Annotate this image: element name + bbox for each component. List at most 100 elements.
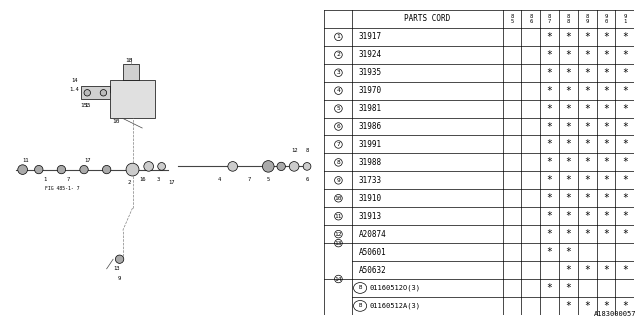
Text: *: * bbox=[547, 157, 552, 167]
Text: 14: 14 bbox=[71, 77, 77, 83]
Text: 1.4: 1.4 bbox=[70, 87, 79, 92]
Text: *: * bbox=[547, 68, 552, 78]
Text: *: * bbox=[584, 175, 590, 185]
Text: *: * bbox=[566, 157, 572, 167]
Text: *: * bbox=[603, 122, 609, 132]
Text: *: * bbox=[622, 265, 628, 275]
Text: *: * bbox=[603, 32, 609, 42]
Text: *: * bbox=[547, 122, 552, 132]
Text: 31733: 31733 bbox=[358, 176, 381, 185]
Text: *: * bbox=[566, 229, 572, 239]
Text: A183000057: A183000057 bbox=[595, 311, 637, 317]
Bar bbox=[81, 86, 110, 99]
Text: 5: 5 bbox=[267, 177, 270, 182]
Text: B: B bbox=[358, 285, 362, 291]
Text: *: * bbox=[622, 86, 628, 96]
Text: 01160512O(3): 01160512O(3) bbox=[369, 285, 420, 291]
Text: 8
9: 8 9 bbox=[586, 14, 589, 24]
Text: *: * bbox=[566, 86, 572, 96]
Text: 2: 2 bbox=[127, 180, 131, 185]
Text: *: * bbox=[622, 175, 628, 185]
Text: PARTS CORD: PARTS CORD bbox=[404, 14, 451, 23]
Bar bbox=[123, 64, 139, 80]
Text: *: * bbox=[584, 301, 590, 311]
Text: A20874: A20874 bbox=[358, 230, 387, 239]
Text: *: * bbox=[547, 50, 552, 60]
Text: *: * bbox=[566, 140, 572, 149]
Text: 3: 3 bbox=[337, 70, 340, 75]
Text: *: * bbox=[603, 140, 609, 149]
Text: 15: 15 bbox=[84, 103, 90, 108]
Text: *: * bbox=[622, 32, 628, 42]
Text: 14: 14 bbox=[335, 276, 342, 282]
Text: *: * bbox=[584, 265, 590, 275]
Text: *: * bbox=[622, 157, 628, 167]
Text: *: * bbox=[603, 301, 609, 311]
Text: *: * bbox=[584, 193, 590, 203]
Circle shape bbox=[303, 163, 311, 170]
Circle shape bbox=[84, 90, 90, 96]
Text: 16: 16 bbox=[139, 177, 145, 182]
Text: 9: 9 bbox=[118, 276, 121, 281]
Circle shape bbox=[100, 90, 107, 96]
Text: 01160512A(3): 01160512A(3) bbox=[369, 303, 420, 309]
Circle shape bbox=[18, 165, 28, 174]
Text: *: * bbox=[603, 193, 609, 203]
Text: *: * bbox=[566, 175, 572, 185]
Text: *: * bbox=[603, 104, 609, 114]
Text: *: * bbox=[603, 229, 609, 239]
Text: *: * bbox=[566, 301, 572, 311]
Circle shape bbox=[157, 163, 166, 170]
Text: *: * bbox=[547, 140, 552, 149]
Text: *: * bbox=[622, 104, 628, 114]
Text: *: * bbox=[603, 86, 609, 96]
Text: 4: 4 bbox=[218, 177, 221, 182]
Text: 1: 1 bbox=[337, 34, 340, 39]
Text: 31991: 31991 bbox=[358, 140, 381, 149]
Text: 9: 9 bbox=[337, 178, 340, 183]
Text: 8: 8 bbox=[305, 148, 308, 153]
Circle shape bbox=[228, 162, 237, 171]
Bar bbox=[110, 80, 155, 118]
Text: *: * bbox=[566, 283, 572, 293]
Text: 31910: 31910 bbox=[358, 194, 381, 203]
Text: FIG 485-1- 7: FIG 485-1- 7 bbox=[45, 186, 80, 191]
Text: 31981: 31981 bbox=[358, 104, 381, 113]
Text: 17: 17 bbox=[84, 157, 90, 163]
Text: 8
7: 8 7 bbox=[548, 14, 551, 24]
Text: 9
1: 9 1 bbox=[623, 14, 627, 24]
Text: 6: 6 bbox=[305, 177, 308, 182]
Text: *: * bbox=[547, 247, 552, 257]
Text: 7: 7 bbox=[247, 177, 250, 182]
Text: *: * bbox=[547, 193, 552, 203]
Text: 6: 6 bbox=[337, 124, 340, 129]
Text: *: * bbox=[603, 50, 609, 60]
Circle shape bbox=[289, 162, 299, 171]
Text: 31913: 31913 bbox=[358, 212, 381, 221]
Text: 31924: 31924 bbox=[358, 50, 381, 59]
Text: 17: 17 bbox=[168, 180, 175, 185]
Text: *: * bbox=[603, 211, 609, 221]
Text: *: * bbox=[622, 68, 628, 78]
Text: 11: 11 bbox=[335, 214, 342, 219]
Text: *: * bbox=[547, 211, 552, 221]
Text: *: * bbox=[584, 140, 590, 149]
Text: *: * bbox=[566, 211, 572, 221]
Text: 15: 15 bbox=[80, 103, 88, 108]
Text: 12: 12 bbox=[335, 232, 342, 237]
Text: 31970: 31970 bbox=[358, 86, 381, 95]
Circle shape bbox=[126, 163, 139, 176]
Text: *: * bbox=[584, 68, 590, 78]
Text: *: * bbox=[566, 32, 572, 42]
Text: *: * bbox=[622, 211, 628, 221]
Text: 10: 10 bbox=[335, 196, 342, 201]
Text: *: * bbox=[622, 122, 628, 132]
Text: 1: 1 bbox=[44, 177, 47, 182]
Text: *: * bbox=[622, 140, 628, 149]
Circle shape bbox=[144, 162, 154, 171]
Circle shape bbox=[57, 165, 66, 174]
Text: *: * bbox=[566, 50, 572, 60]
Text: *: * bbox=[622, 301, 628, 311]
Text: 4: 4 bbox=[337, 88, 340, 93]
Text: *: * bbox=[584, 104, 590, 114]
